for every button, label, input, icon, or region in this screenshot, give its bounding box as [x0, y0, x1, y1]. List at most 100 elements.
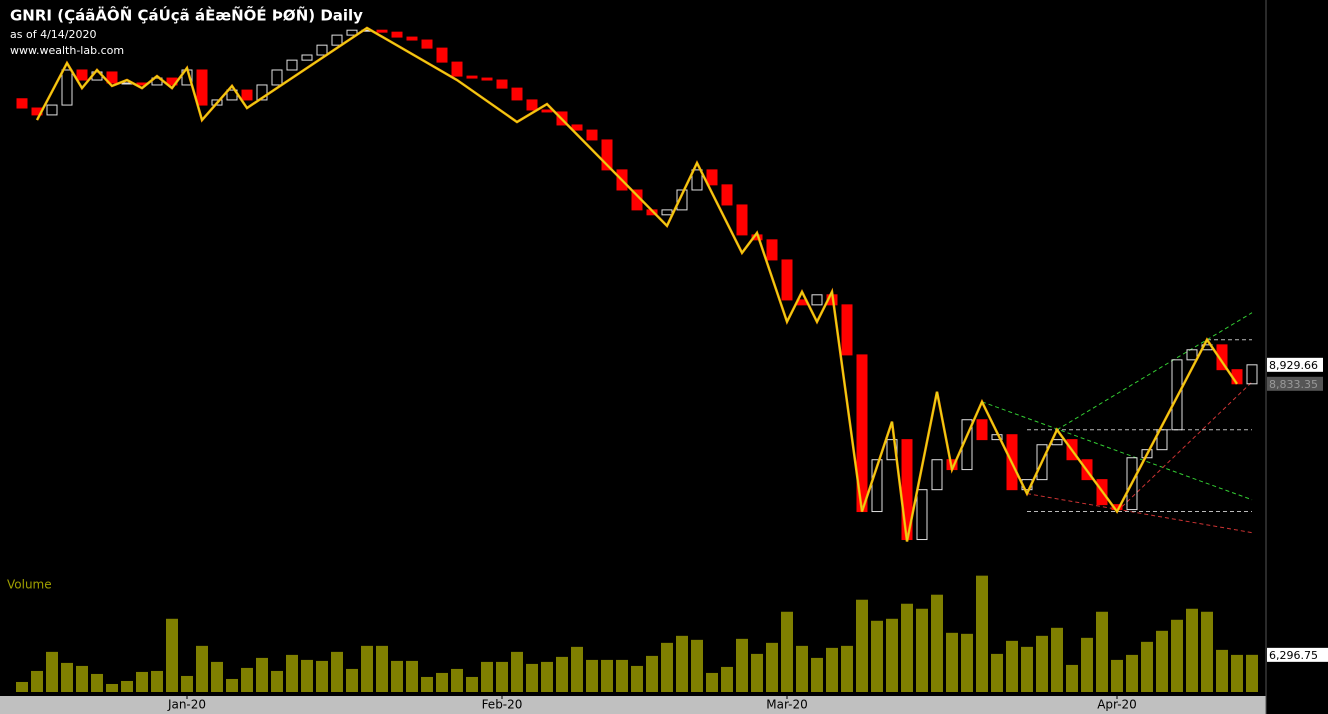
volume-bar	[421, 676, 433, 692]
volume-bar	[751, 653, 763, 692]
candle	[406, 36, 418, 41]
candle	[271, 69, 283, 86]
candle	[1186, 349, 1198, 361]
volume-bar	[166, 618, 178, 692]
candle	[211, 99, 223, 106]
volume-bar	[691, 639, 703, 692]
x-tick-label: Mar-20	[766, 698, 807, 712]
trendline	[1116, 381, 1253, 512]
candle	[841, 304, 853, 356]
candle	[1171, 359, 1183, 431]
volume-label: Volume	[7, 578, 52, 592]
volume-bar	[1126, 654, 1138, 692]
volume-bar	[211, 661, 223, 692]
volume-bar	[601, 659, 613, 692]
candle	[871, 459, 883, 513]
candle	[436, 47, 448, 63]
volume-bar	[196, 645, 208, 692]
trendline	[1056, 312, 1253, 431]
candle	[1141, 449, 1153, 459]
candle	[301, 54, 313, 61]
x-tick-label: Feb-20	[482, 698, 523, 712]
volume-bar	[676, 635, 688, 692]
volume-bar	[931, 594, 943, 692]
source: www.wealth-lab.com	[10, 44, 124, 57]
volume-bar	[241, 667, 253, 692]
volume-bar	[961, 633, 973, 692]
volume-bar	[736, 638, 748, 692]
volume-bar	[766, 642, 778, 692]
volume-bar	[646, 655, 658, 692]
chart-subtitle: as of 4/14/2020	[10, 28, 96, 41]
candle	[721, 184, 733, 206]
candle	[241, 89, 253, 101]
volume-bar	[151, 670, 163, 692]
volume-bar	[811, 657, 823, 692]
trendline	[981, 401, 1253, 501]
volume-label-box	[1267, 647, 1328, 662]
volume-bar	[46, 651, 58, 692]
candle	[601, 139, 613, 171]
candle	[286, 59, 298, 71]
volume-bar	[301, 659, 313, 692]
volume-bar	[406, 660, 418, 692]
candle	[1036, 444, 1048, 481]
candle	[976, 419, 988, 441]
volume-bar	[286, 654, 298, 692]
volume-bar	[31, 670, 43, 692]
candle	[196, 69, 208, 106]
volume-bar	[361, 645, 373, 692]
volume-bar	[451, 668, 463, 692]
candle	[1216, 344, 1228, 371]
price-label-box	[1267, 376, 1323, 391]
candle	[691, 169, 703, 191]
candle	[781, 259, 793, 301]
candle	[451, 61, 463, 77]
candle	[466, 75, 478, 79]
volume-bar	[391, 660, 403, 692]
volume-bar	[1216, 649, 1228, 692]
candle	[706, 169, 718, 186]
volume-bar	[976, 575, 988, 692]
candle	[256, 84, 268, 101]
volume-bar	[331, 651, 343, 692]
candle	[511, 87, 523, 101]
volume-bar	[856, 599, 868, 692]
candle	[886, 439, 898, 461]
candle	[676, 189, 688, 211]
candle	[46, 104, 58, 116]
candle	[331, 34, 343, 46]
candle	[61, 69, 73, 106]
volume-bar	[436, 672, 448, 692]
volume-bar	[781, 611, 793, 692]
volume-bar	[1021, 646, 1033, 692]
candle	[661, 209, 673, 216]
volume-bar	[616, 659, 628, 692]
candle	[376, 29, 388, 33]
candle	[421, 39, 433, 49]
candle	[481, 77, 493, 81]
volume-bar	[466, 676, 478, 692]
chart-title: GNRI (ÇáãÄÔÑ ÇáÚçã áÈæÑÕÉ ÞØÑ) Daily	[10, 6, 363, 25]
volume-bar	[121, 680, 133, 692]
volume-bar	[1231, 654, 1243, 692]
volume-bar	[16, 681, 28, 692]
candle	[736, 204, 748, 236]
volume-bar	[1096, 611, 1108, 692]
volume-bar	[271, 670, 283, 692]
price-label: 8,929.66	[1269, 359, 1318, 372]
volume-bar	[226, 678, 238, 692]
candle	[76, 69, 88, 81]
price-label: 8,833.35	[1269, 378, 1318, 391]
volume-bar	[106, 683, 118, 692]
volume-bar	[541, 661, 553, 692]
candle	[316, 44, 328, 56]
volume-bar	[61, 662, 73, 692]
volume-bar	[991, 653, 1003, 692]
volume-bar	[1036, 635, 1048, 692]
volume-bar	[916, 608, 928, 692]
volume-bar	[1186, 608, 1198, 692]
volume-bar	[526, 663, 538, 692]
volume-bar	[796, 645, 808, 692]
candle	[931, 459, 943, 491]
